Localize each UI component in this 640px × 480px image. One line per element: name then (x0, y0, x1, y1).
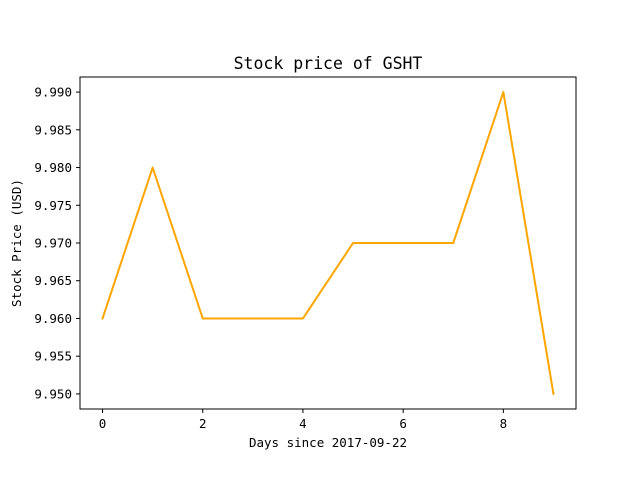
y-axis-label: Stock Price (USD) (9, 179, 24, 307)
x-tick-label: 4 (299, 416, 307, 431)
series-line-0 (101, 91, 555, 396)
y-tick-label: 9.975 (34, 198, 72, 213)
y-tick-label: 9.950 (34, 386, 72, 401)
chart-title: Stock price of GSHT (234, 54, 423, 73)
plot-area: 0 2 4 6 8 9.950 9.955 9.960 9.965 9.970 9.975 9.980… (34, 76, 577, 431)
y-tick-label: 9.960 (34, 311, 72, 326)
x-tick-label: 2 (199, 416, 207, 431)
x-tick-label: 0 (99, 416, 107, 431)
x-tick-label: 8 (500, 416, 508, 431)
y-tick-label: 9.965 (34, 273, 72, 288)
y-tick-label: 9.970 (34, 236, 72, 251)
x-tick-label: 6 (399, 416, 407, 431)
x-axis-label: Days since 2017-09-22 (249, 435, 407, 450)
y-tick-label: 9.985 (34, 122, 72, 137)
y-tick-label: 9.990 (34, 85, 72, 100)
y-tick-label: 9.980 (34, 160, 72, 175)
y-tick-label: 9.955 (34, 349, 72, 364)
axes-frame (79, 76, 577, 410)
